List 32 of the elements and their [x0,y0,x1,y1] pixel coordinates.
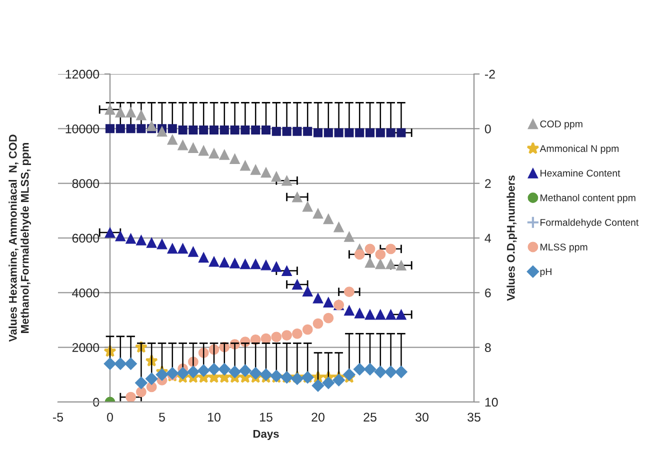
y2-tick-label: 10 [485,398,498,407]
y2-tick-label: -2 [484,70,495,79]
legend-label: Formaldehyde Content [540,218,639,228]
y2-tick-label: 0 [484,124,491,134]
x-tick-label: 5 [159,412,165,422]
y2-tick-label: 4 [484,234,492,243]
y2-tick-label: 6 [485,288,491,298]
y-axis-title: Values Hexamine, Ammoniacal N, COD Methanol,Formaldehyde MLSS, ppm [8,134,31,342]
legend-label: pH [540,268,552,278]
x-axis-title: Days [253,430,279,440]
y-tick-label: 4000 [72,288,100,298]
x-tick-label: 0 [107,412,113,422]
x-tick-label: 20 [312,412,324,422]
y2-tick-label: 2 [485,179,491,188]
y-tick-label: 12000 [66,70,100,79]
legend-label: Hexamine Content [540,169,620,177]
x-tick-label: 15 [260,412,272,422]
x-tick-label: 35 [468,412,480,422]
x-tick-label: -5 [53,412,64,422]
legend-label: Ammonical N ppm [540,144,619,154]
x-tick-label: 30 [416,412,428,422]
y-tick-label: 8000 [72,179,100,188]
legend-label: Methanol content ppm [540,194,636,204]
y-tick-label: 6000 [72,234,100,243]
legend-label: MLSS ppm [540,244,588,252]
y-tick-label: 2000 [72,343,100,352]
x-tick-label: 10 [208,412,220,422]
y2-tick-label: 8 [484,343,491,352]
x-tick-label: 25 [364,412,376,422]
legend-label: COD ppm [540,120,582,130]
y2-axis-title: Values O.D,pH,numbers [506,175,518,301]
y-tick-label: 10000 [66,124,100,134]
